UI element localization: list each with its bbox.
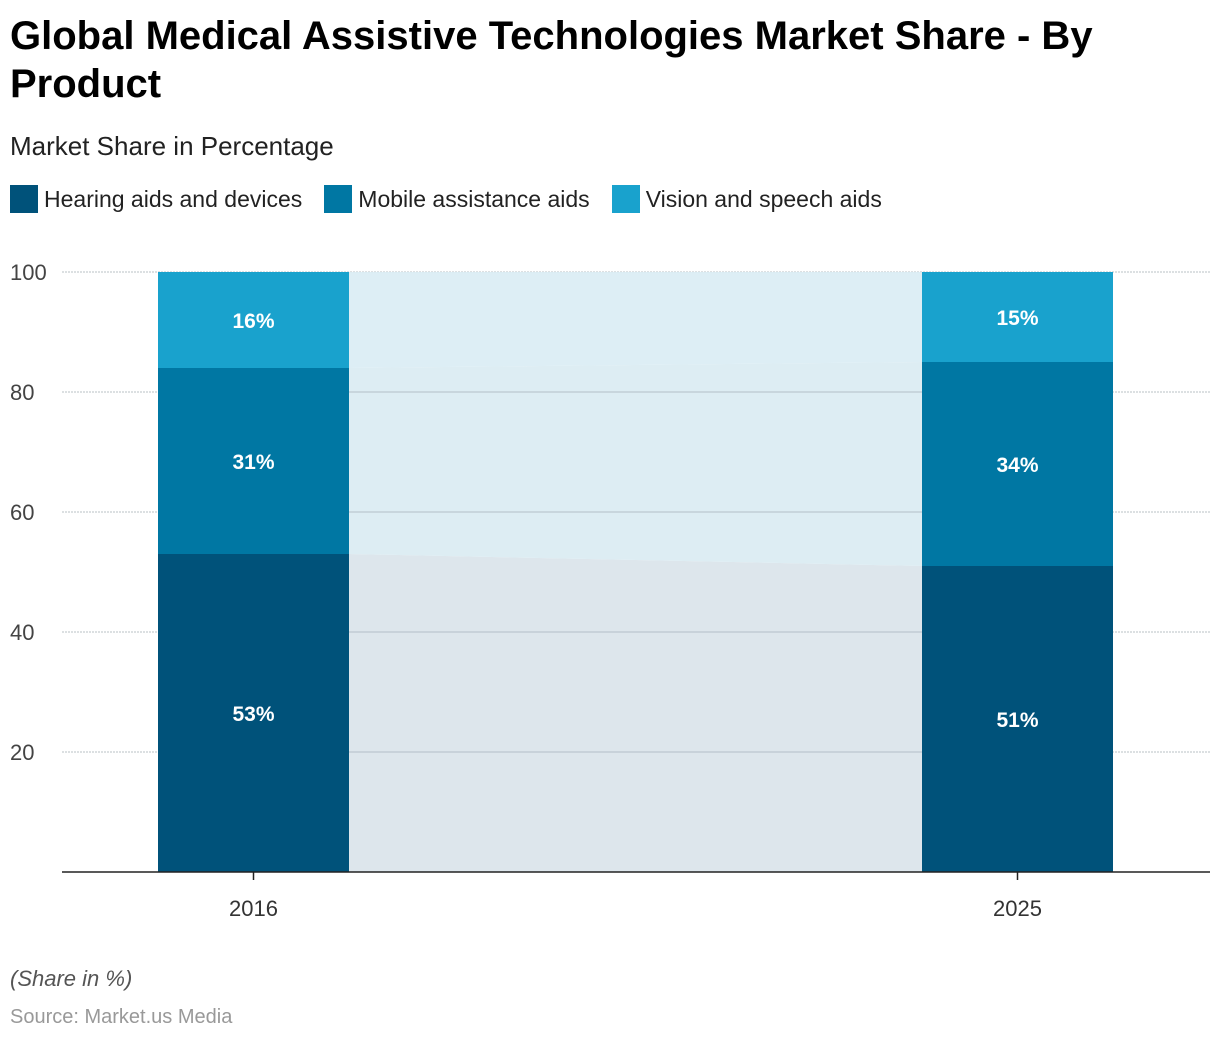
source-note: Source: Market.us Media (10, 1006, 233, 1028)
legend: Hearing aids and devices Mobile assistan… (10, 185, 904, 213)
footnote: (Share in %) (10, 966, 133, 991)
chart-title: Global Medical Assistive Technologies Ma… (10, 14, 1093, 106)
legend-label-mobile: Mobile assistance aids (358, 185, 590, 212)
y-tick-label-80: 80 (10, 380, 34, 405)
bar-2016-series-2 (158, 272, 349, 368)
data-label-2025-series-1: 34% (996, 454, 1038, 477)
band-2 (349, 272, 922, 368)
stacked-bar-chart: 53% 31% 16% 51% 34% 15% 2016 2025 20 40 60 80 100 (10, 260, 1210, 921)
legend-swatch-vision (611, 185, 640, 213)
legend-swatch-hearing (10, 185, 38, 213)
bar-2016-series-1 (158, 368, 349, 554)
legend-label-hearing: Hearing aids and devices (44, 185, 303, 212)
data-label-2025-series-0: 51% (996, 709, 1038, 732)
band-0 (349, 554, 922, 872)
legend-item-mobile: Mobile assistance aids (324, 185, 590, 213)
y-tick-label-100: 100 (10, 260, 47, 285)
band-1 (349, 362, 922, 566)
legend-swatch-mobile (324, 185, 353, 213)
data-label-2025-series-2: 15% (996, 307, 1038, 330)
bar-2025-series-0 (922, 566, 1113, 872)
bar-2025-series-1 (922, 362, 1113, 566)
legend-item-hearing: Hearing aids and devices (10, 185, 302, 213)
y-tick-label-40: 40 (10, 620, 34, 645)
bar-2016-series-0 (158, 554, 349, 872)
x-tick-label-2025: 2025 (993, 896, 1042, 921)
bar-2025-series-2 (922, 272, 1113, 362)
legend-label-vision: Vision and speech aids (645, 185, 882, 212)
legend-item-vision: Vision and speech aids (611, 185, 882, 213)
data-label-2016-series-2: 16% (232, 310, 274, 333)
y-tick-label-60: 60 (10, 500, 34, 525)
x-tick-label-2016: 2016 (229, 896, 278, 921)
y-tick-label-20: 20 (10, 740, 34, 765)
chart-subtitle: Market Share in Percentage (10, 131, 334, 161)
data-label-2016-series-1: 31% (232, 451, 274, 474)
data-label-2016-series-0: 53% (232, 703, 274, 726)
